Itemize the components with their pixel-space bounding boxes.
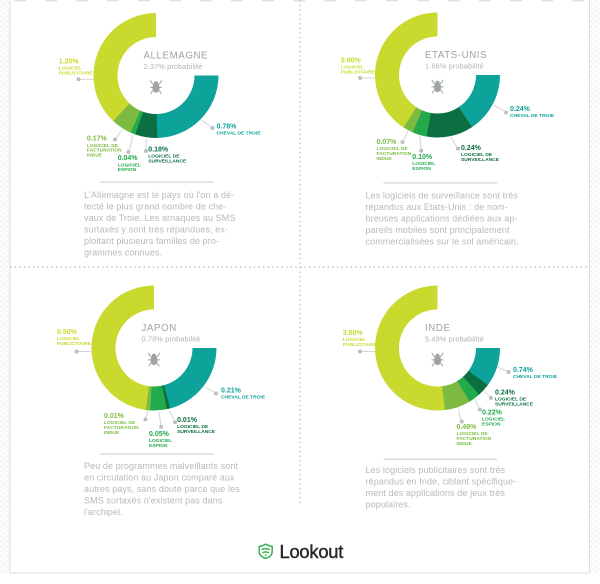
svg-text:0.74%: 0.74% [513,367,534,374]
svg-text:Les logiciels de surveillance: Les logiciels de surveillance sont très [366,190,519,200]
svg-text:SURVEILLANCE: SURVEILLANCE [148,159,187,165]
svg-text:INDE: INDE [425,323,451,334]
svg-text:ESPION: ESPION [149,443,168,449]
svg-text:breuses applications dédiées a: breuses applications dédiées aux ap- [366,213,518,223]
svg-text:pareils mobiles sont principal: pareils mobiles sont principalement [366,225,510,235]
svg-text:ESPION: ESPION [412,166,431,172]
svg-text:l'archipel.: l'archipel. [84,507,123,517]
svg-text:répandus en Inde, ciblant spéc: répandus en Inde, ciblant spécifique- [366,477,517,487]
svg-text:0.21%: 0.21% [221,388,242,395]
svg-text:ALLEMAGNE: ALLEMAGNE [144,51,209,62]
svg-text:SMS surtaxés n'existent pas da: SMS surtaxés n'existent pas dans [84,496,223,506]
svg-text:Les logiciels publicitaires so: Les logiciels publicitaires sont très [366,465,506,475]
svg-text:0.78%: 0.78% [217,123,238,130]
svg-text:0.05%: 0.05% [149,431,170,438]
svg-text:INDUE: INDUE [377,156,393,162]
svg-text:0.01%: 0.01% [177,417,198,424]
svg-text:L'Allemagne est le pays où l'o: L'Allemagne est le pays où l'on a dé- [84,190,234,200]
svg-text:1.66% probabilité: 1.66% probabilité [425,62,484,71]
svg-text:0.49%: 0.49% [457,424,478,431]
svg-text:ETATS-UNIS: ETATS-UNIS [425,50,487,61]
svg-text:grammes connues.: grammes connues. [84,248,162,258]
svg-text:INDUE: INDUE [104,430,120,436]
svg-text:ESPION: ESPION [482,422,501,428]
svg-text:0.18%: 0.18% [148,147,169,154]
svg-text:0.24%: 0.24% [495,390,516,397]
svg-text:0.07%: 0.07% [377,139,398,146]
svg-text:SURVEILLANCE: SURVEILLANCE [495,402,534,408]
svg-text:0.17%: 0.17% [87,136,108,143]
svg-text:0.01%: 0.01% [104,413,125,420]
svg-text:CHEVAL DE TROIE: CHEVAL DE TROIE [217,130,262,136]
svg-text:ploitant plusieurs familles de: ploitant plusieurs familles de pro- [84,236,219,246]
svg-text:0.90%: 0.90% [341,57,362,64]
svg-text:SURVEILLANCE: SURVEILLANCE [177,429,216,435]
svg-text:0.10%: 0.10% [412,154,433,161]
svg-text:0.50%: 0.50% [57,329,78,336]
svg-text:2.37% probabilité: 2.37% probabilité [144,62,203,71]
svg-text:Lookout: Lookout [280,541,344,562]
svg-text:0.24%: 0.24% [510,106,531,113]
svg-text:CHEVAL DE TROIE: CHEVAL DE TROIE [221,395,266,401]
svg-text:tecté le plus grand nombre de: tecté le plus grand nombre de che- [84,202,226,212]
svg-text:0.78% probabilité: 0.78% probabilité [142,335,201,344]
svg-text:ESPION: ESPION [118,167,137,173]
svg-text:CHEVAL DE TROIE: CHEVAL DE TROIE [510,113,555,119]
svg-text:INDUE: INDUE [457,441,473,447]
svg-text:JAPON: JAPON [142,323,177,334]
svg-text:en circulation au Japon compar: en circulation au Japon comparé aux [84,473,235,483]
svg-text:1.20%: 1.20% [59,59,80,66]
svg-text:PUBLICITAIRE: PUBLICITAIRE [57,341,92,347]
svg-text:PUBLICITAIRE: PUBLICITAIRE [59,71,94,77]
svg-text:3.80%: 3.80% [343,330,364,337]
svg-text:vaux de Troie. Les arnaques au: vaux de Troie. Les arnaques au SMS [84,213,236,223]
svg-text:ment des applications de jeux: ment des applications de jeux très [366,488,506,498]
svg-text:0.22%: 0.22% [482,410,503,417]
svg-text:répandus aux Etats-Unis : de n: répandus aux Etats-Unis : de nom- [366,202,508,212]
svg-text:INDUE: INDUE [87,153,103,159]
svg-text:PUBLICITAIRE: PUBLICITAIRE [343,342,378,348]
svg-text:PUBLICITAIRE: PUBLICITAIRE [341,69,376,75]
svg-text:SURVEILLANCE: SURVEILLANCE [461,157,500,163]
svg-text:commercialisées sur le sol amé: commercialisées sur le sol américain. [366,236,519,246]
svg-text:0.04%: 0.04% [118,155,139,162]
svg-text:0.24%: 0.24% [461,145,482,152]
svg-text:populaires.: populaires. [366,500,411,510]
svg-text:autres pays, sans doute parce: autres pays, sans doute parce que les [84,484,240,494]
svg-text:surtaxés y sont très répandues: surtaxés y sont très répandues, ex- [84,225,228,235]
svg-text:Peu de programmes malveillants: Peu de programmes malveillants sont [84,461,238,471]
svg-text:CHEVAL DE TROIE: CHEVAL DE TROIE [513,374,558,380]
svg-text:5.49% probabilité: 5.49% probabilité [425,335,484,344]
